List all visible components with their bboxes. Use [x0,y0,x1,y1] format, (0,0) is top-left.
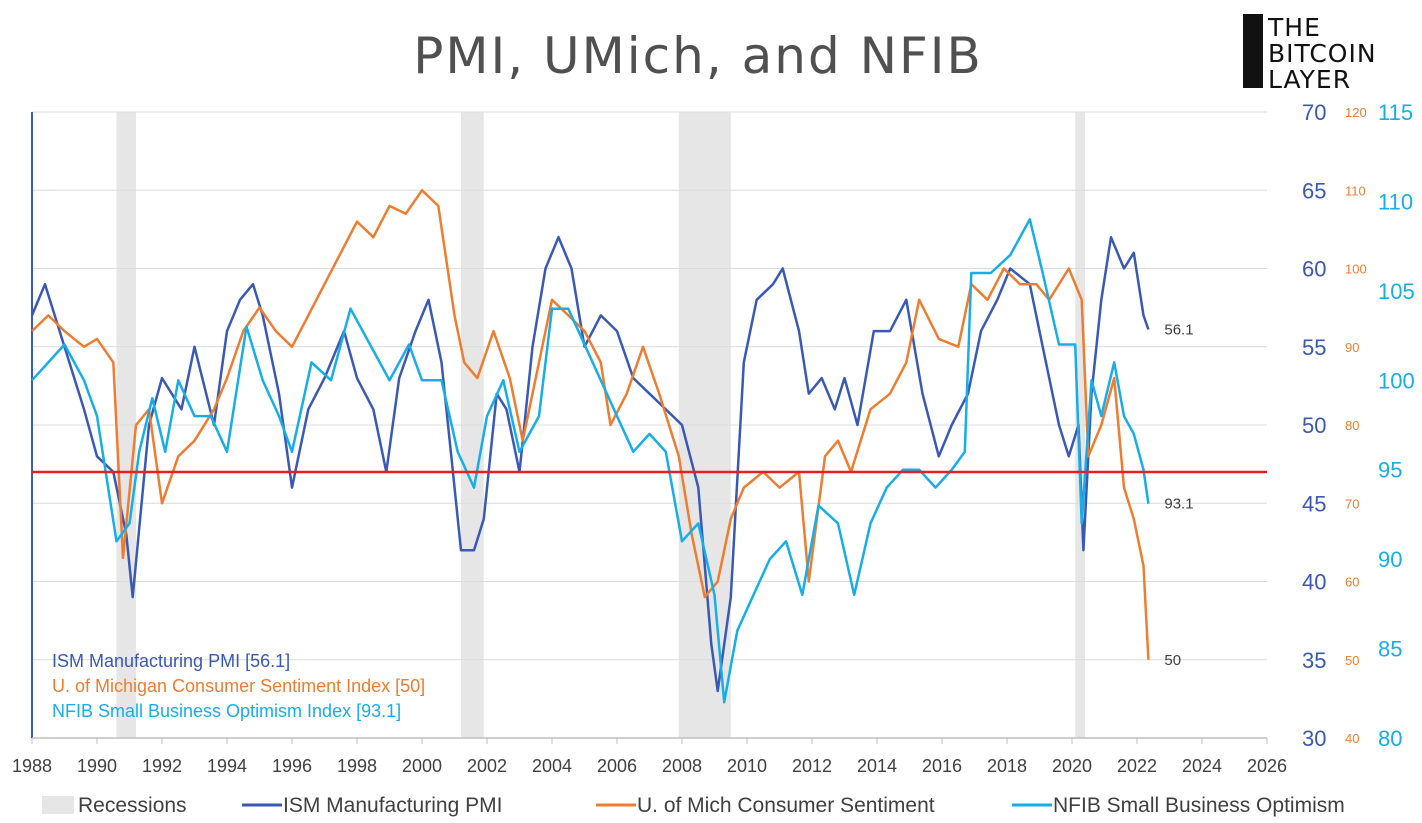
x-tick-label-6: 2000 [402,756,442,776]
y-tick-umich-7: 110 [1345,183,1366,198]
y-tick-umich-0: 40 [1345,731,1359,746]
y-tick-umich-5: 90 [1345,340,1359,355]
gridlines [32,111,1267,739]
legend-label-ism: ISM Manufacturing PMI [283,794,502,817]
logo-line-2: BITCOIN [1268,39,1377,68]
end-label-nfib: 93.1 [1164,496,1193,513]
x-tick-label-1: 1990 [77,756,117,776]
chart-title: PMI, UMich, and NFIB [413,27,983,85]
y-tick-umich-4: 80 [1345,418,1359,433]
series-lines [30,189,1150,704]
x-tick-label-18: 2024 [1182,756,1222,776]
y-tick-ism-4: 50 [1302,413,1326,438]
y-tick-nfib-4: 100 [1378,368,1415,393]
inline-legend-nfib: NFIB Small Business Optimism Index [93.1… [52,701,401,721]
legend-label-umich: U. of Mich Consumer Sentiment [637,794,935,817]
y-tick-nfib-6: 110 [1378,189,1413,214]
x-tick-label-12: 2012 [792,756,832,776]
end-label-umich: 50 [1164,652,1181,669]
y-tick-ism-1: 35 [1302,648,1326,673]
logo-bar [1243,14,1263,88]
x-tick-label-13: 2014 [857,756,897,776]
y-tick-nfib-3: 95 [1378,458,1402,483]
x-tick-label-17: 2022 [1117,756,1157,776]
inline-legend-ism: ISM Manufacturing PMI [56.1] [52,651,290,671]
x-tick-label-7: 2002 [467,756,507,776]
y-tick-nfib-0: 80 [1378,726,1402,751]
y-tick-umich-2: 60 [1345,575,1359,590]
y-tick-ism-3: 45 [1302,491,1326,516]
y-tick-umich-8: 120 [1345,105,1367,120]
end-value-labels: 56.1 93.1 50 [1164,322,1193,669]
y-tick-umich-6: 100 [1345,262,1367,277]
brand-logo: THE BITCOIN LAYER [1243,13,1377,94]
y-tick-nfib-7: 115 [1378,100,1413,125]
x-tick-label-3: 1994 [207,756,247,776]
bottom-legend: Recessions ISM Manufacturing PMI U. of M… [42,794,1345,817]
legend-swatch-recessions [42,796,74,814]
x-axis: 1988 1990 1992 1994 1996 1998 2000 2002 2004 2006… [12,738,1287,776]
y-tick-umich-1: 50 [1345,653,1359,668]
x-tick-label-2: 1992 [142,756,182,776]
y-axis-nfib: 80 85 90 95 100 105 110 115 [1378,100,1415,751]
y-tick-nfib-1: 85 [1378,637,1402,662]
y-axis-ism: 30 35 40 45 50 55 60 65 70 [1302,100,1326,751]
x-tick-label-0: 1988 [12,756,52,776]
x-tick-label-10: 2008 [662,756,702,776]
y-tick-nfib-2: 90 [1378,547,1402,572]
x-tick-label-14: 2016 [922,756,962,776]
y-tick-ism-5: 55 [1302,335,1326,360]
nfib-optimism-line [31,218,1150,704]
logo-line-3: LAYER [1268,65,1351,94]
y-tick-ism-7: 65 [1302,178,1326,203]
y-tick-ism-6: 60 [1302,257,1326,282]
y-tick-ism-8: 70 [1302,100,1326,125]
inline-legend: ISM Manufacturing PMI [56.1] U. of Michi… [52,651,425,721]
end-label-ism: 56.1 [1164,322,1193,339]
y-tick-nfib-5: 105 [1378,279,1415,304]
y-tick-ism-0: 30 [1302,726,1326,751]
y-axis-umich: 40 50 60 70 80 90 100 110 120 [1345,105,1367,746]
x-tick-label-4: 1996 [272,756,312,776]
x-tick-label-11: 2010 [727,756,767,776]
y-tick-umich-3: 70 [1345,496,1359,511]
x-tick-label-19: 2026 [1247,756,1287,776]
inline-legend-umich: U. of Michigan Consumer Sentiment Index … [52,676,425,696]
x-tick-label-9: 2006 [597,756,637,776]
legend-label-nfib: NFIB Small Business Optimism [1053,794,1345,817]
x-tick-label-15: 2018 [987,756,1027,776]
y-tick-ism-2: 40 [1302,570,1326,595]
ism-pmi-line [30,235,1150,693]
x-tick-label-16: 2020 [1052,756,1092,776]
logo-line-1: THE [1267,13,1321,42]
legend-label-recessions: Recessions [78,794,187,817]
x-tick-label-5: 1998 [337,756,377,776]
x-tick-label-8: 2004 [532,756,572,776]
